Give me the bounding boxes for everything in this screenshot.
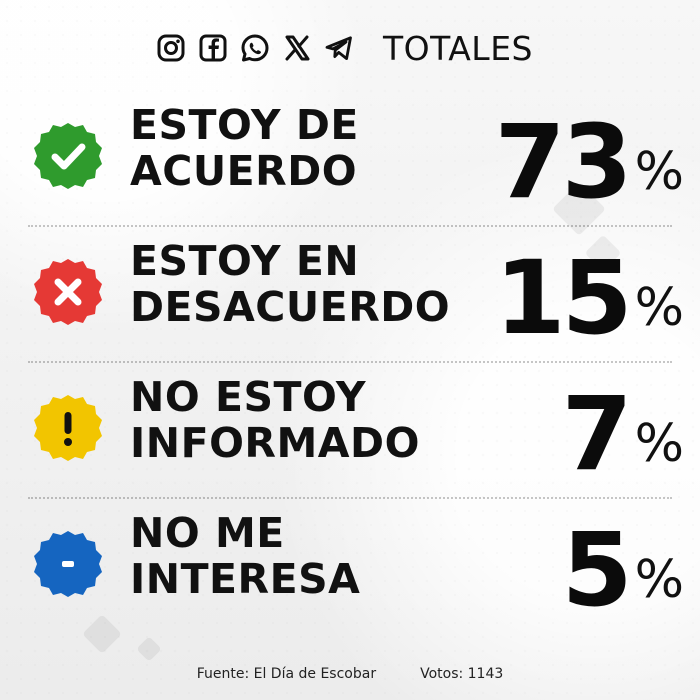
x-icon[interactable] (281, 32, 313, 64)
result-percentage: 5 % (562, 502, 684, 622)
check-badge-icon (32, 120, 104, 192)
result-value: 7 (561, 375, 633, 494)
source-text: Fuente: El Día de Escobar (196, 666, 377, 682)
percent-sign: % (634, 278, 684, 338)
minus-badge-icon (32, 528, 104, 600)
facebook-icon[interactable] (197, 32, 229, 64)
result-value: 73 (494, 103, 633, 222)
result-row-no-informado: NO ESTOY INFORMADO 7 % (0, 364, 700, 500)
row-divider (28, 497, 672, 499)
votes-count: Votos: 1143 (420, 666, 504, 682)
result-percentage: 7 % (562, 366, 684, 486)
header-title: TOTALES (383, 28, 533, 68)
result-label: NO ESTOY INFORMADO (130, 373, 420, 467)
result-label: ESTOY EN DESACUERDO (130, 237, 451, 331)
result-label: ESTOY DE ACUERDO (130, 101, 359, 195)
x-badge-icon (32, 256, 104, 328)
results-list: ESTOY DE ACUERDO 73 % ESTOY EN DESACUERD… (0, 92, 700, 636)
header: TOTALES (155, 24, 533, 72)
instagram-icon[interactable] (155, 32, 187, 64)
row-divider (28, 361, 672, 363)
percent-sign: % (634, 550, 684, 610)
result-value: 15 (494, 239, 633, 358)
footer: Fuente: El Día de Escobar Votos: 1143 (0, 666, 700, 682)
result-label: NO ME INTERESA (130, 509, 361, 603)
telegram-icon[interactable] (323, 32, 355, 64)
percent-sign: % (634, 142, 684, 202)
row-divider (28, 225, 672, 227)
percent-sign: % (634, 414, 684, 474)
result-row-desacuerdo: ESTOY EN DESACUERDO 15 % (0, 228, 700, 364)
result-row-acuerdo: ESTOY DE ACUERDO 73 % (0, 92, 700, 228)
whatsapp-icon[interactable] (239, 32, 271, 64)
result-percentage: 73 % (495, 94, 684, 214)
result-percentage: 15 % (495, 230, 684, 350)
result-value: 5 (561, 511, 633, 630)
result-row-no-interesa: NO ME INTERESA 5 % (0, 500, 700, 636)
exclamation-badge-icon (32, 392, 104, 464)
